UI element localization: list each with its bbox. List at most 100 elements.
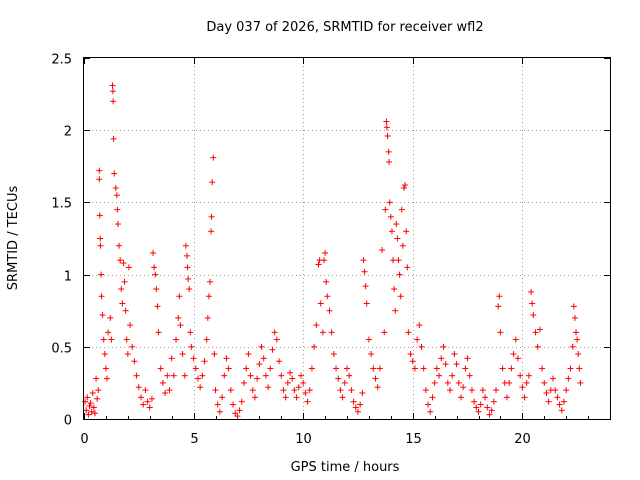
data-point bbox=[234, 413, 241, 420]
data-point bbox=[284, 379, 291, 386]
data-point bbox=[214, 401, 221, 408]
data-point bbox=[317, 300, 324, 307]
data-point bbox=[190, 355, 197, 362]
data-point bbox=[496, 293, 503, 300]
data-point bbox=[486, 411, 493, 418]
data-point bbox=[397, 293, 404, 300]
data-point bbox=[394, 235, 401, 242]
data-point bbox=[187, 329, 194, 336]
data-point bbox=[269, 346, 276, 353]
data-point bbox=[176, 293, 183, 300]
data-point bbox=[398, 206, 405, 213]
data-point bbox=[150, 249, 157, 256]
data-point bbox=[552, 387, 559, 394]
x-tick-label: 0 bbox=[80, 432, 88, 447]
data-point bbox=[532, 329, 539, 336]
data-point bbox=[188, 343, 195, 350]
data-point bbox=[96, 212, 103, 219]
data-point bbox=[260, 355, 267, 362]
data-point bbox=[447, 387, 454, 394]
data-point bbox=[112, 184, 119, 191]
data-point bbox=[484, 404, 491, 411]
data-point bbox=[184, 264, 191, 271]
data-point bbox=[324, 293, 331, 300]
data-point bbox=[444, 379, 451, 386]
data-point bbox=[291, 387, 298, 394]
data-point bbox=[508, 365, 515, 372]
data-point bbox=[302, 390, 309, 397]
data-point bbox=[157, 365, 164, 372]
data-point bbox=[493, 387, 500, 394]
x-tick-label: 10 bbox=[295, 432, 312, 447]
data-point bbox=[249, 387, 256, 394]
data-point bbox=[558, 407, 565, 414]
data-point bbox=[429, 394, 436, 401]
data-point bbox=[300, 379, 307, 386]
data-point bbox=[93, 375, 100, 382]
data-point bbox=[135, 384, 142, 391]
data-point bbox=[409, 358, 416, 365]
data-point bbox=[473, 404, 480, 411]
data-point bbox=[122, 307, 129, 314]
data-point bbox=[177, 322, 184, 329]
x-tick-label: 5 bbox=[190, 432, 198, 447]
data-point bbox=[97, 235, 104, 242]
data-point bbox=[133, 372, 140, 379]
data-point bbox=[308, 365, 315, 372]
data-point bbox=[436, 372, 443, 379]
data-point bbox=[512, 336, 519, 343]
data-point bbox=[464, 355, 471, 362]
data-point bbox=[451, 351, 458, 358]
data-point bbox=[328, 329, 335, 336]
data-point bbox=[107, 314, 114, 321]
data-point bbox=[379, 247, 386, 254]
data-point bbox=[384, 132, 391, 139]
data-point bbox=[368, 351, 375, 358]
data-point bbox=[390, 257, 397, 264]
data-point bbox=[208, 213, 215, 220]
data-point bbox=[152, 271, 159, 278]
data-point bbox=[346, 372, 353, 379]
data-point bbox=[86, 403, 93, 410]
data-point bbox=[168, 355, 175, 362]
data-point bbox=[182, 242, 189, 249]
data-point bbox=[530, 312, 537, 319]
data-point bbox=[414, 336, 421, 343]
data-point bbox=[315, 261, 322, 268]
data-point bbox=[240, 379, 247, 386]
data-point bbox=[221, 372, 228, 379]
data-point bbox=[479, 387, 486, 394]
data-point bbox=[96, 167, 103, 174]
data-point bbox=[173, 336, 180, 343]
y-tick-label: 0 bbox=[64, 414, 72, 429]
data-point bbox=[381, 329, 388, 336]
data-point bbox=[497, 329, 504, 336]
y-tick-label: 0.5 bbox=[51, 342, 72, 357]
data-point bbox=[350, 398, 357, 405]
data-point bbox=[425, 401, 432, 408]
data-point bbox=[276, 358, 283, 365]
data-point bbox=[411, 365, 418, 372]
data-point bbox=[125, 264, 132, 271]
data-point bbox=[184, 252, 191, 259]
data-point bbox=[109, 82, 116, 89]
y-tick-label: 2 bbox=[64, 125, 72, 140]
data-point bbox=[87, 400, 94, 407]
data-point bbox=[91, 410, 98, 417]
data-point bbox=[352, 404, 359, 411]
data-point bbox=[88, 408, 95, 415]
data-point bbox=[97, 242, 104, 249]
data-point bbox=[104, 375, 111, 382]
data-point bbox=[238, 398, 245, 405]
data-point bbox=[341, 379, 348, 386]
data-point bbox=[404, 264, 411, 271]
data-point bbox=[127, 322, 134, 329]
data-point bbox=[418, 343, 425, 350]
data-point bbox=[361, 268, 368, 275]
data-point bbox=[101, 351, 108, 358]
data-point bbox=[339, 394, 346, 401]
data-point bbox=[337, 387, 344, 394]
data-point bbox=[297, 372, 304, 379]
data-point bbox=[495, 303, 502, 310]
